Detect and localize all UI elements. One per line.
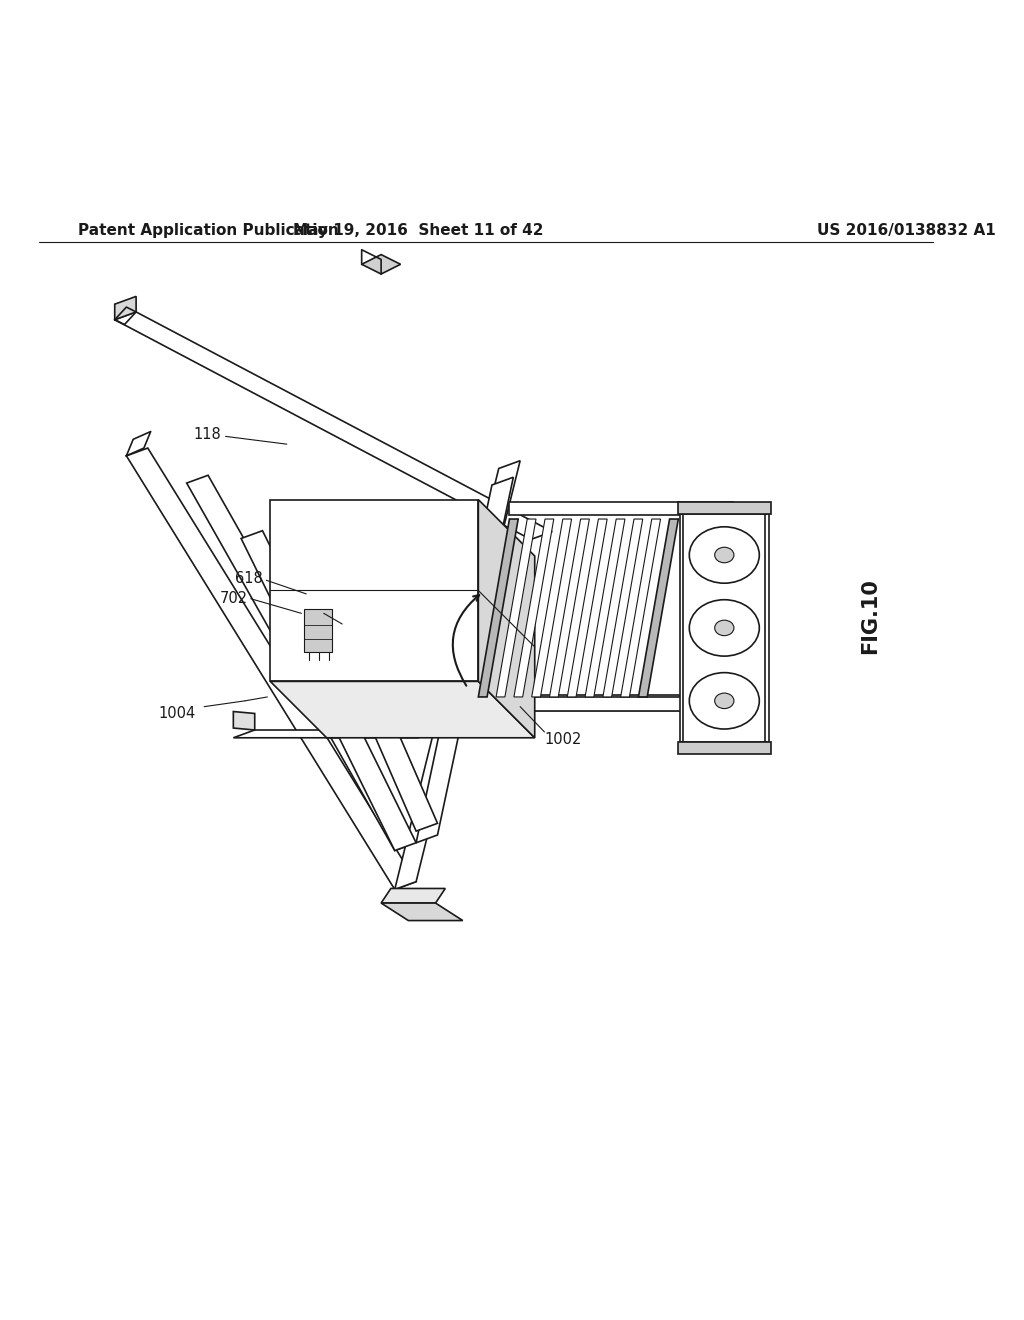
Polygon shape — [510, 502, 733, 515]
Text: 118: 118 — [194, 426, 221, 442]
Polygon shape — [299, 554, 437, 832]
Polygon shape — [126, 447, 416, 890]
Polygon shape — [394, 461, 520, 890]
Polygon shape — [531, 519, 571, 697]
Text: 618: 618 — [234, 570, 262, 586]
Ellipse shape — [715, 693, 734, 709]
Text: FIG.10: FIG.10 — [860, 578, 881, 655]
Polygon shape — [478, 697, 701, 710]
Polygon shape — [186, 475, 416, 850]
Polygon shape — [678, 502, 771, 515]
Polygon shape — [567, 519, 607, 697]
Polygon shape — [270, 681, 535, 738]
Text: 1000: 1000 — [342, 623, 380, 639]
Polygon shape — [416, 478, 513, 842]
Ellipse shape — [715, 548, 734, 562]
Polygon shape — [585, 519, 625, 697]
Polygon shape — [241, 531, 416, 850]
Polygon shape — [304, 610, 332, 652]
Text: 1002: 1002 — [545, 733, 582, 747]
Polygon shape — [270, 499, 478, 681]
Polygon shape — [381, 888, 445, 903]
Polygon shape — [678, 742, 771, 754]
Polygon shape — [115, 312, 552, 540]
Polygon shape — [638, 519, 678, 697]
Polygon shape — [496, 519, 536, 697]
Polygon shape — [514, 519, 554, 697]
Polygon shape — [621, 519, 660, 697]
Text: 702: 702 — [220, 591, 248, 606]
Polygon shape — [233, 730, 439, 738]
Polygon shape — [478, 519, 518, 697]
Ellipse shape — [689, 599, 760, 656]
Polygon shape — [115, 297, 136, 319]
Text: May 19, 2016  Sheet 11 of 42: May 19, 2016 Sheet 11 of 42 — [293, 223, 544, 238]
Ellipse shape — [715, 620, 734, 636]
Polygon shape — [550, 519, 590, 697]
Polygon shape — [361, 255, 400, 275]
Polygon shape — [603, 519, 643, 697]
Polygon shape — [278, 609, 478, 616]
Polygon shape — [478, 499, 535, 738]
Polygon shape — [478, 696, 694, 710]
Polygon shape — [381, 903, 463, 920]
Polygon shape — [233, 711, 255, 730]
Ellipse shape — [689, 673, 760, 729]
Ellipse shape — [689, 527, 760, 583]
Text: 1004: 1004 — [159, 706, 196, 721]
Text: US 2016/0138832 A1: US 2016/0138832 A1 — [817, 223, 995, 238]
Polygon shape — [680, 515, 769, 742]
Text: Patent Application Publication: Patent Application Publication — [78, 223, 339, 238]
